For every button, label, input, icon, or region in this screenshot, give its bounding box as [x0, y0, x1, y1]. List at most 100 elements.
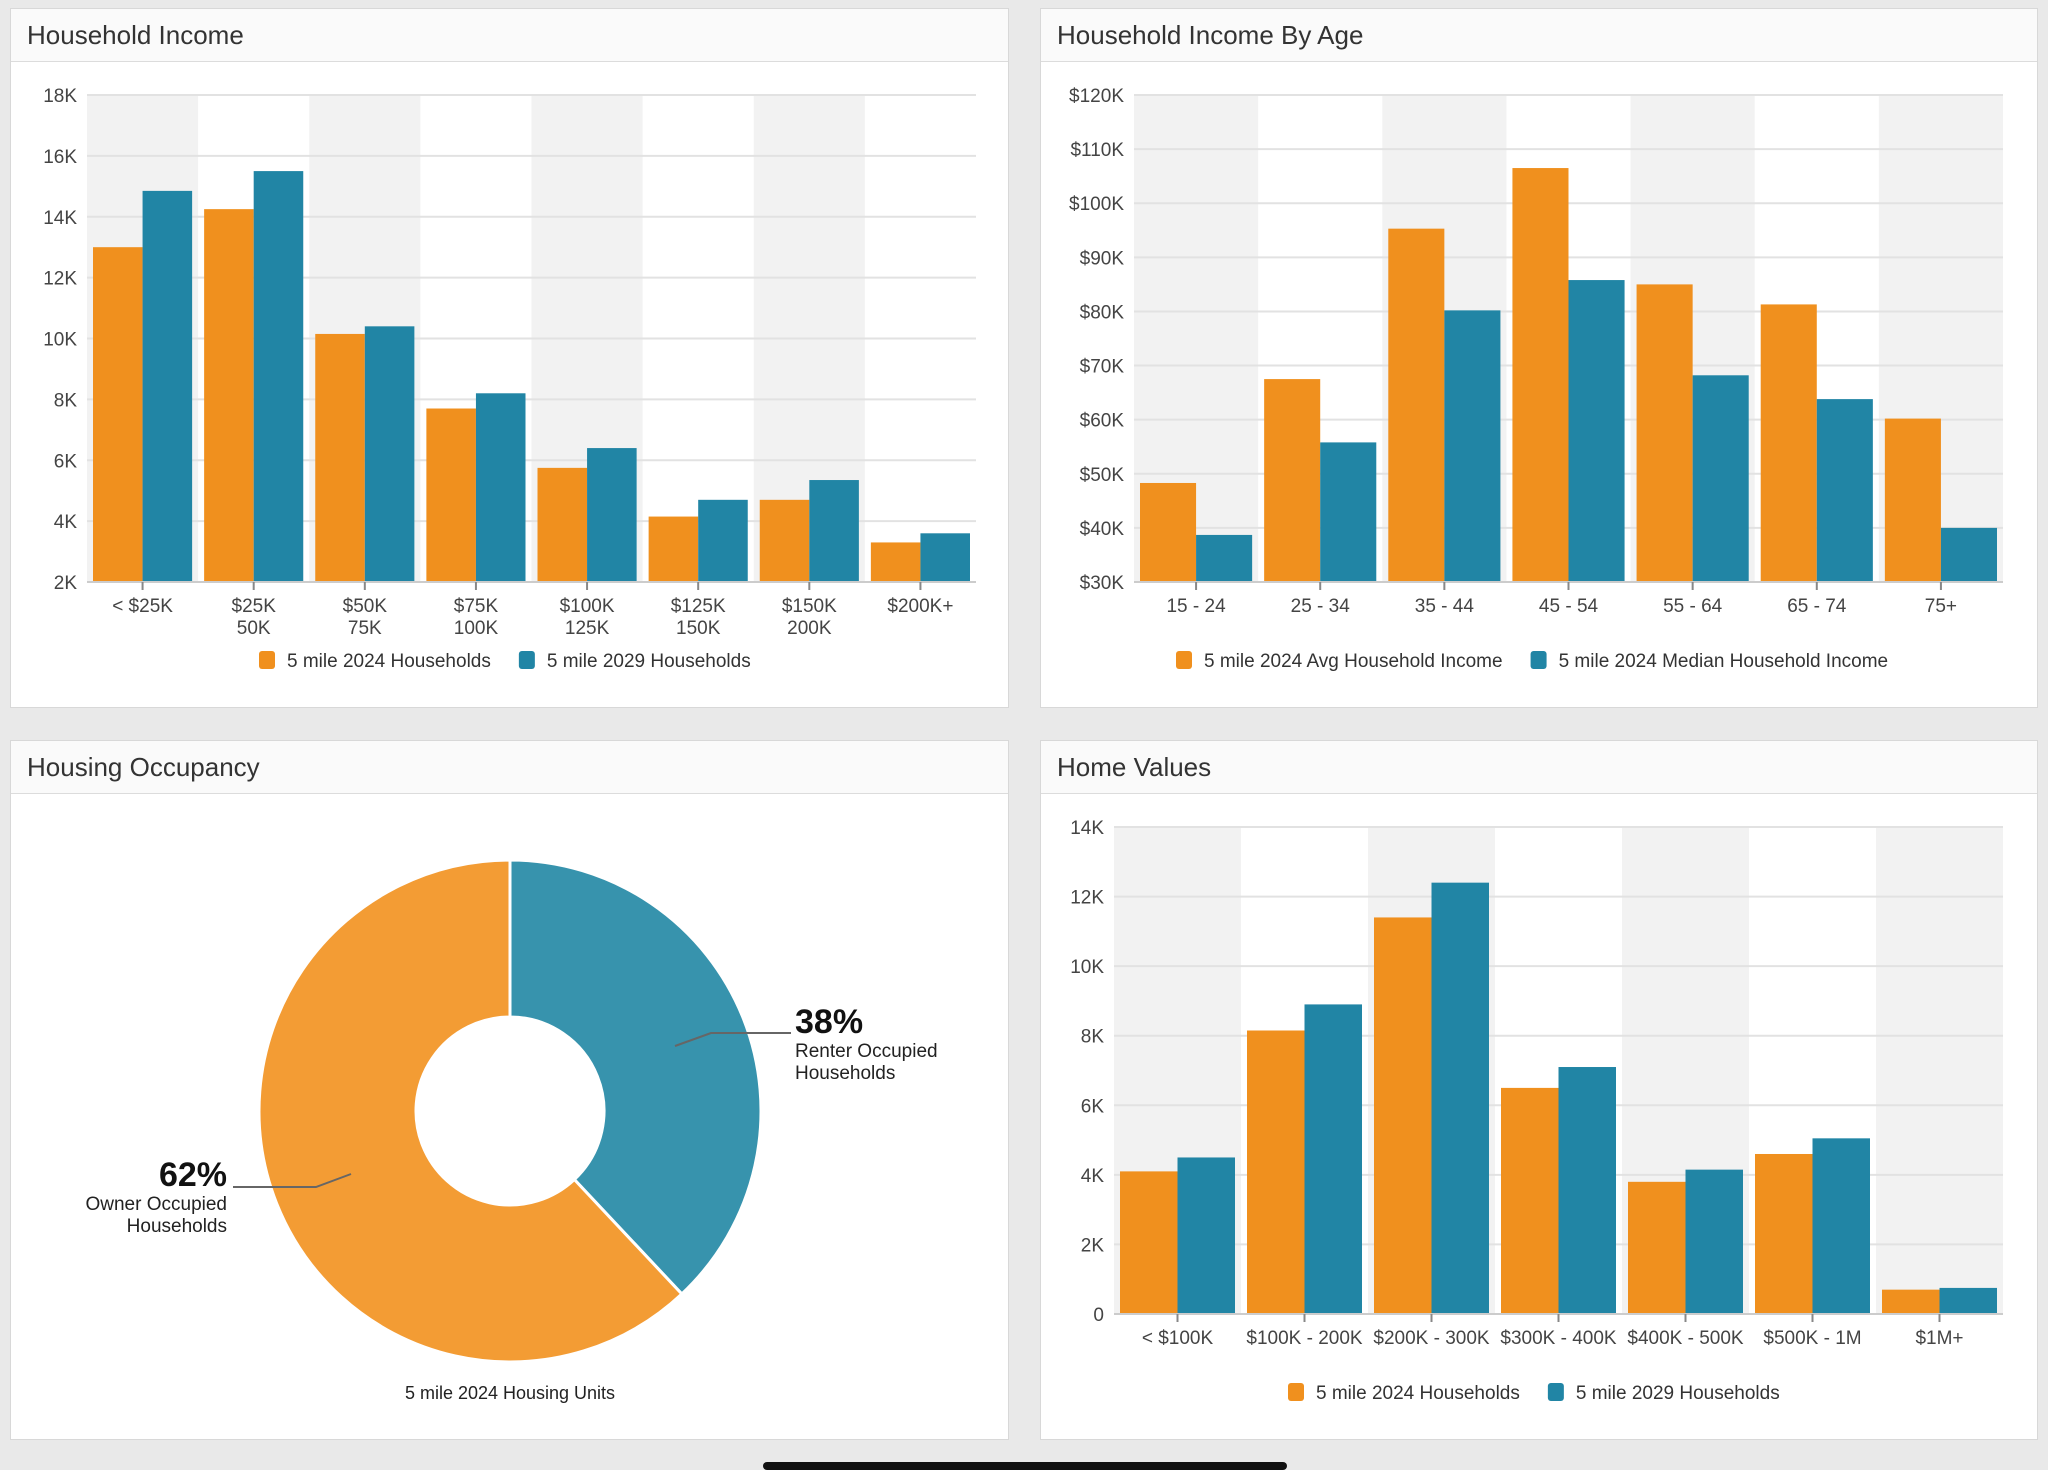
legend-swatch	[1530, 651, 1547, 669]
slice-percent: 62%	[159, 1156, 227, 1194]
x-tick-label: 15 - 24	[1166, 596, 1226, 617]
leader-line	[674, 1032, 791, 1047]
legend-label: 5 mile 2029 Households	[547, 651, 751, 672]
y-tick-label: 4K	[1081, 1166, 1105, 1187]
x-tick-label: $1M+	[1915, 1328, 1963, 1349]
bar-series-a	[315, 333, 365, 582]
bar-series-a	[1512, 168, 1569, 583]
slice-owner-occupied	[257, 858, 684, 1364]
y-tick-label: $90K	[1080, 248, 1125, 269]
x-tick-label: 65 - 74	[1787, 596, 1847, 617]
household-income-panel: Household Income 2K 4K 6K 8K 10K 12K 14K 16K 18K…	[10, 8, 1009, 708]
legend-swatch	[1547, 1383, 1564, 1401]
x-tick-label: < $100K	[1142, 1328, 1214, 1349]
bar-series-b	[475, 393, 526, 582]
bar-series-b	[364, 326, 415, 582]
panel-title: Housing Occupancy	[11, 741, 1008, 794]
bar-series-b	[920, 533, 970, 582]
bar-series-a	[1388, 228, 1445, 582]
bar-series-b	[1177, 1157, 1235, 1314]
x-tick-label: 25 - 34	[1291, 596, 1351, 617]
legend-label: 5 mile 2024 Median Household Income	[1559, 651, 1889, 672]
x-tick-label: $50K	[343, 596, 388, 617]
y-tick-label: 0	[1093, 1305, 1104, 1326]
x-tick-label: $400K - 500K	[1627, 1328, 1744, 1349]
bar-series-a	[1264, 379, 1321, 582]
y-tick-label: 14K	[1070, 818, 1104, 839]
bar-series-a	[1882, 1289, 1940, 1314]
home-values-panel: Home Values 0 2K 4K 6K 8K 10K 12K 14K < $100K $10…	[1040, 740, 2038, 1440]
x-tick-label: $100K - 200K	[1246, 1328, 1363, 1349]
legend-swatch	[518, 651, 535, 669]
x-tick-label: $25K	[232, 596, 277, 617]
household-income-by-age-chart: $30K $40K $50K $60K $70K $80K $90K $100K $110K $1…	[1069, 86, 2003, 672]
y-tick-label: 6K	[54, 451, 78, 472]
housing-occupancy-panel: Housing Occupancy 38% Renter Occupied Hous…	[10, 740, 1009, 1440]
y-tick-label: 2K	[54, 573, 78, 594]
y-tick-label: $70K	[1080, 357, 1125, 378]
legend-label: 5 mile 2029 Households	[1576, 1383, 1780, 1404]
x-tick-label: $125K	[671, 596, 726, 617]
y-tick-label: 8K	[1081, 1027, 1105, 1048]
bar-series-b	[587, 448, 637, 582]
bar-series-b	[1320, 442, 1377, 582]
bar-series-a	[1628, 1181, 1686, 1314]
y-tick-label: $40K	[1080, 519, 1125, 540]
bar-series-a	[1120, 1171, 1178, 1314]
bar-series-a	[426, 408, 476, 582]
y-tick-label: $50K	[1080, 465, 1125, 486]
y-tick-label: $100K	[1069, 194, 1124, 215]
bar-series-b	[1431, 882, 1489, 1314]
x-tick-label: < $25K	[112, 596, 173, 617]
bar-series-a	[1760, 304, 1817, 582]
bar-series-b	[1692, 375, 1749, 582]
y-tick-label: $60K	[1080, 411, 1125, 432]
x-tick-label: 150K	[676, 618, 721, 639]
bar-series-a	[870, 542, 921, 582]
x-tick-label: 100K	[454, 618, 499, 639]
y-tick-label: 14K	[43, 208, 77, 229]
leader-line	[233, 1173, 352, 1188]
legend-swatch	[259, 651, 275, 669]
bar-series-a	[1501, 1087, 1559, 1314]
y-tick-label: 8K	[54, 390, 78, 411]
legend-label: 5 mile 2024 Households	[1316, 1383, 1520, 1404]
x-tick-label: $75K	[454, 596, 499, 617]
x-tick-label: $200K - 300K	[1373, 1328, 1490, 1349]
y-tick-label: 12K	[43, 269, 77, 290]
slice-label: Households	[795, 1063, 895, 1084]
slice-renter-occupied	[508, 858, 763, 1297]
x-tick-label: 75K	[348, 618, 382, 639]
x-tick-label: 125K	[565, 618, 610, 639]
bar-series-a	[1374, 917, 1432, 1314]
bar-series-b	[1816, 399, 1873, 582]
legend-swatch	[1288, 1383, 1304, 1401]
y-tick-label: 4K	[54, 512, 78, 533]
y-tick-label: 6K	[1081, 1096, 1105, 1117]
bar-series-b	[253, 171, 304, 582]
x-tick-label: $200K+	[887, 596, 953, 617]
panel-title: Household Income By Age	[1041, 9, 2037, 62]
x-tick-label: 50K	[237, 618, 271, 639]
bar-series-a	[1140, 482, 1197, 582]
panel-title: Home Values	[1041, 741, 2037, 794]
x-tick-label: $150K	[782, 596, 837, 617]
bar-series-b	[1304, 1004, 1362, 1314]
y-tick-label: $80K	[1080, 302, 1125, 323]
bar-series-a	[204, 209, 254, 582]
y-tick-label: 18K	[43, 86, 77, 107]
home-indicator[interactable]	[763, 1462, 1287, 1470]
bar-series-b	[1940, 527, 1997, 582]
bar-series-b	[1196, 534, 1253, 582]
bar-series-b	[1685, 1169, 1743, 1314]
bar-series-a	[1884, 418, 1941, 582]
bar-series-b	[1939, 1287, 1997, 1314]
bar-series-b	[1568, 280, 1625, 582]
x-tick-label: $500K - 1M	[1763, 1328, 1861, 1349]
panel-title: Household Income	[11, 9, 1008, 62]
x-tick-label: 35 - 44	[1415, 596, 1475, 617]
home-values-chart: 0 2K 4K 6K 8K 10K 12K 14K < $100K $100K - 200K $20…	[1070, 818, 2003, 1404]
y-tick-label: $110K	[1070, 140, 1124, 161]
